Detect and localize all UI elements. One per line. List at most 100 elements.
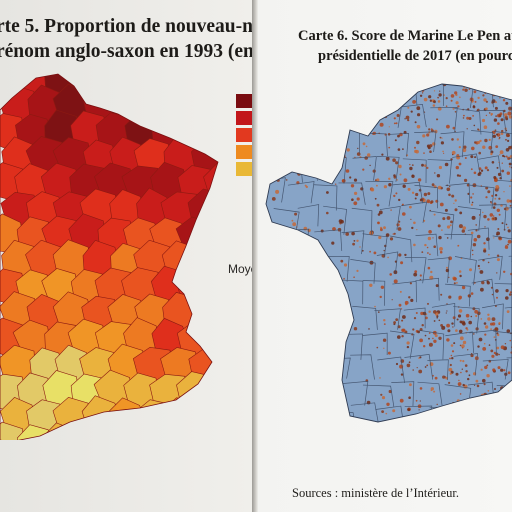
vote-hotspot	[374, 179, 377, 182]
vote-hotspot	[495, 185, 500, 189]
vote-hotspot	[467, 349, 469, 351]
vote-hotspot	[489, 213, 494, 217]
vote-hotspot	[416, 124, 421, 129]
vote-hotspot	[271, 197, 276, 201]
department-border	[362, 280, 386, 306]
vote-hotspot	[306, 167, 308, 169]
vote-hotspot	[485, 114, 488, 117]
vote-hotspot	[343, 292, 346, 295]
vote-hotspot	[413, 317, 417, 320]
vote-hotspot	[315, 262, 319, 266]
vote-hotspot	[334, 277, 339, 281]
vote-hotspot	[393, 321, 396, 324]
vote-hotspot	[458, 295, 462, 300]
vote-hotspot	[350, 80, 352, 81]
vote-hotspot	[429, 144, 433, 148]
vote-hotspot	[353, 327, 358, 331]
vote-hotspot	[449, 357, 451, 360]
vote-hotspot	[475, 314, 478, 318]
vote-hotspot	[426, 85, 429, 88]
vote-hotspot	[378, 311, 380, 313]
vote-hotspot	[468, 416, 471, 419]
left-title-line-2: rénom anglo-saxon en 1993 (en pourc	[0, 41, 252, 62]
vote-hotspot	[369, 250, 371, 253]
vote-hotspot	[494, 187, 499, 192]
vote-hotspot	[346, 129, 350, 132]
vote-hotspot	[488, 138, 491, 141]
vote-hotspot	[451, 138, 454, 141]
vote-hotspot	[392, 158, 396, 162]
department-region	[120, 74, 161, 99]
vote-hotspot	[506, 310, 510, 313]
vote-hotspot	[381, 410, 384, 413]
vote-hotspot	[306, 286, 309, 288]
vote-hotspot	[331, 363, 335, 366]
vote-hotspot	[442, 375, 446, 379]
vote-hotspot	[417, 330, 420, 334]
vote-hotspot	[491, 90, 495, 94]
vote-hotspot	[454, 199, 457, 202]
vote-hotspot	[484, 365, 488, 370]
vote-hotspot	[291, 219, 294, 222]
vote-hotspot	[383, 185, 387, 189]
vote-hotspot	[485, 416, 489, 420]
vote-hotspot	[348, 84, 352, 85]
vote-hotspot	[496, 258, 500, 262]
vote-hotspot	[276, 157, 281, 162]
vote-hotspot	[477, 141, 481, 144]
vote-hotspot	[503, 191, 505, 193]
vote-hotspot	[383, 347, 385, 349]
vote-hotspot	[365, 145, 368, 148]
department-border	[478, 110, 507, 133]
vote-hotspot	[456, 318, 459, 321]
vote-hotspot	[507, 403, 509, 405]
vote-hotspot	[456, 102, 458, 104]
department-border	[266, 334, 283, 360]
vote-hotspot	[486, 86, 490, 89]
vote-hotspot	[356, 197, 360, 201]
vote-hotspot	[505, 289, 509, 293]
vote-hotspot	[406, 345, 410, 349]
vote-hotspot	[424, 334, 427, 337]
vote-hotspot	[482, 145, 486, 149]
vote-hotspot	[484, 138, 488, 143]
vote-hotspot	[418, 84, 421, 87]
vote-hotspot	[436, 315, 439, 318]
department-border	[311, 131, 333, 159]
department-border	[417, 381, 443, 406]
vote-hotspot	[428, 332, 431, 334]
vote-hotspot	[458, 174, 462, 177]
department-border	[312, 381, 341, 406]
vote-hotspot	[427, 252, 429, 254]
vote-hotspot	[496, 396, 498, 398]
vote-hotspot	[258, 171, 260, 173]
vote-hotspot	[500, 411, 503, 413]
vote-hotspot	[395, 161, 399, 165]
department-border	[478, 155, 502, 180]
department-border	[379, 206, 401, 230]
vote-hotspot	[290, 123, 295, 128]
vote-hotspot	[460, 371, 462, 374]
vote-hotspot	[487, 317, 491, 321]
vote-hotspot	[314, 104, 318, 107]
vote-hotspot	[482, 378, 486, 383]
vote-hotspot	[490, 349, 494, 353]
department-border	[414, 184, 438, 209]
vote-hotspot	[450, 99, 453, 102]
vote-hotspot	[419, 400, 421, 402]
department-border	[482, 303, 504, 330]
vote-hotspot	[266, 108, 268, 112]
department-border	[337, 84, 360, 104]
vote-hotspot	[374, 197, 377, 200]
vote-hotspot	[433, 90, 436, 92]
department-border	[362, 384, 395, 407]
vote-hotspot	[463, 114, 465, 117]
vote-hotspot	[422, 134, 426, 138]
vote-hotspot	[470, 414, 473, 417]
vote-hotspot	[331, 84, 336, 89]
vote-hotspot	[471, 215, 476, 220]
vote-hotspot	[507, 111, 512, 116]
vote-hotspot	[405, 115, 410, 120]
vote-hotspot	[378, 210, 383, 215]
vote-hotspot	[471, 249, 474, 252]
